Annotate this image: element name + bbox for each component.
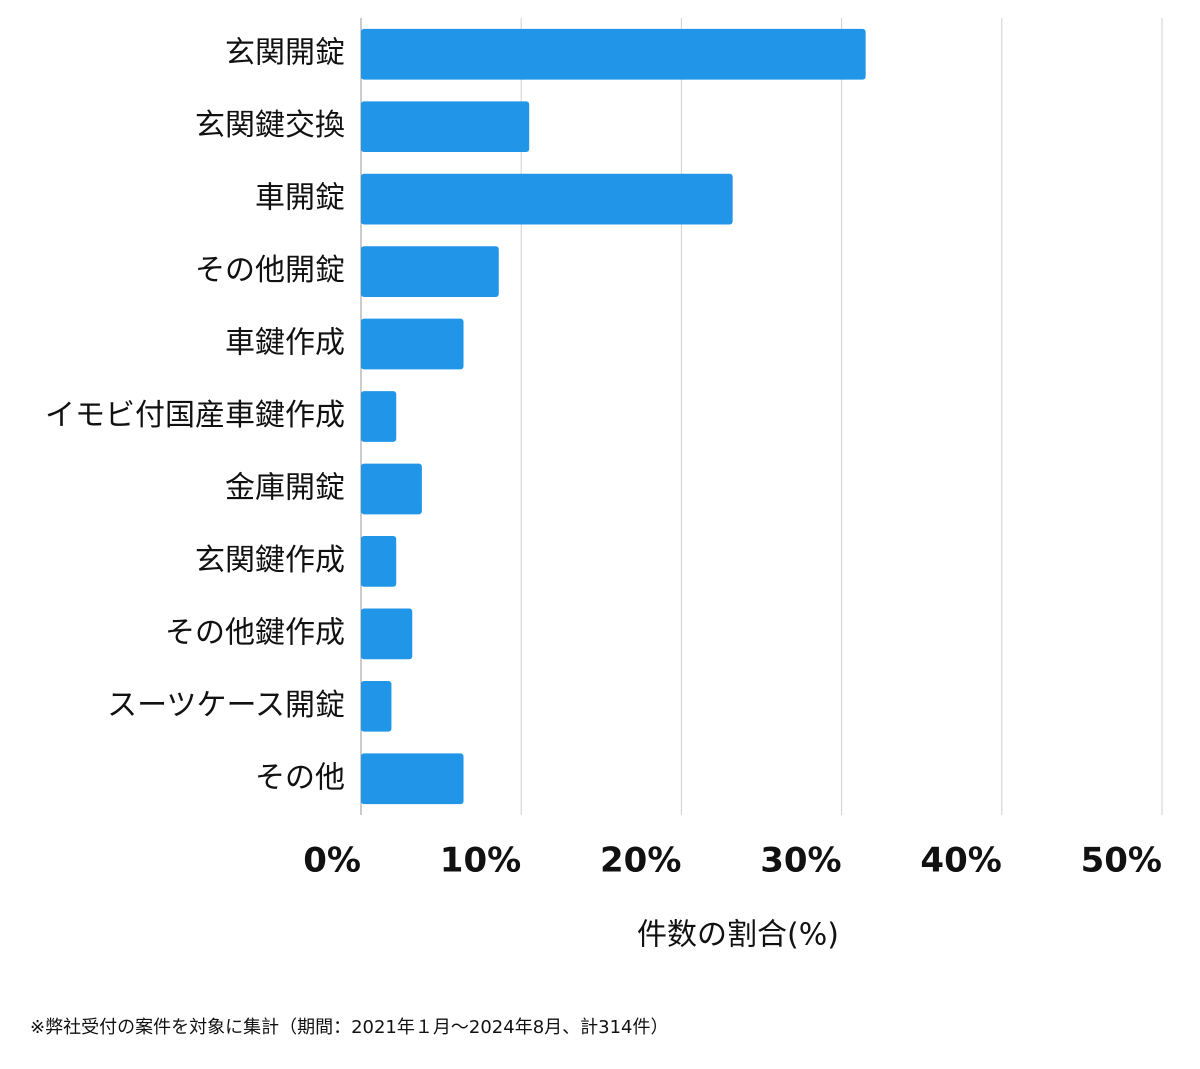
bar xyxy=(361,680,392,732)
x-tick-label: 40% xyxy=(920,841,1001,881)
x-axis-title: 件数の割合(%) xyxy=(637,918,839,953)
y-tick-label: 玄関鍵交換 xyxy=(195,108,345,143)
x-tick-label: 50% xyxy=(1081,841,1162,881)
bar xyxy=(361,173,733,225)
footnote: ※弊社受付の案件を対象に集計（期間：2021年１月～2024年8月、計314件） xyxy=(30,1017,669,1038)
y-tick-label: その他 xyxy=(255,760,345,795)
y-tick-label: スーツケース開錠 xyxy=(107,688,345,723)
x-tick-label: 0% xyxy=(303,841,361,881)
x-tick-label: 20% xyxy=(600,841,681,881)
y-tick-label: 車鍵作成 xyxy=(225,326,345,361)
x-tick-label: 30% xyxy=(760,841,841,881)
y-tick-label: 車開錠 xyxy=(255,181,345,216)
y-tick-label: 玄関鍵作成 xyxy=(195,543,345,578)
bar xyxy=(361,101,530,153)
y-tick-label: イモビ付国産車鍵作成 xyxy=(45,398,345,433)
bar xyxy=(361,28,866,80)
bar xyxy=(361,318,464,370)
bar xyxy=(361,608,413,660)
y-tick-label: その他開錠 xyxy=(195,253,345,288)
x-tick-label: 10% xyxy=(440,841,521,881)
y-tick-label: 玄関開錠 xyxy=(225,36,345,71)
bar xyxy=(361,536,397,587)
bar xyxy=(361,463,422,515)
y-tick-label: 金庫開錠 xyxy=(225,470,345,505)
bar xyxy=(361,246,499,297)
bar xyxy=(361,753,464,805)
bar xyxy=(361,391,397,442)
y-tick-label: その他鍵作成 xyxy=(165,615,345,650)
